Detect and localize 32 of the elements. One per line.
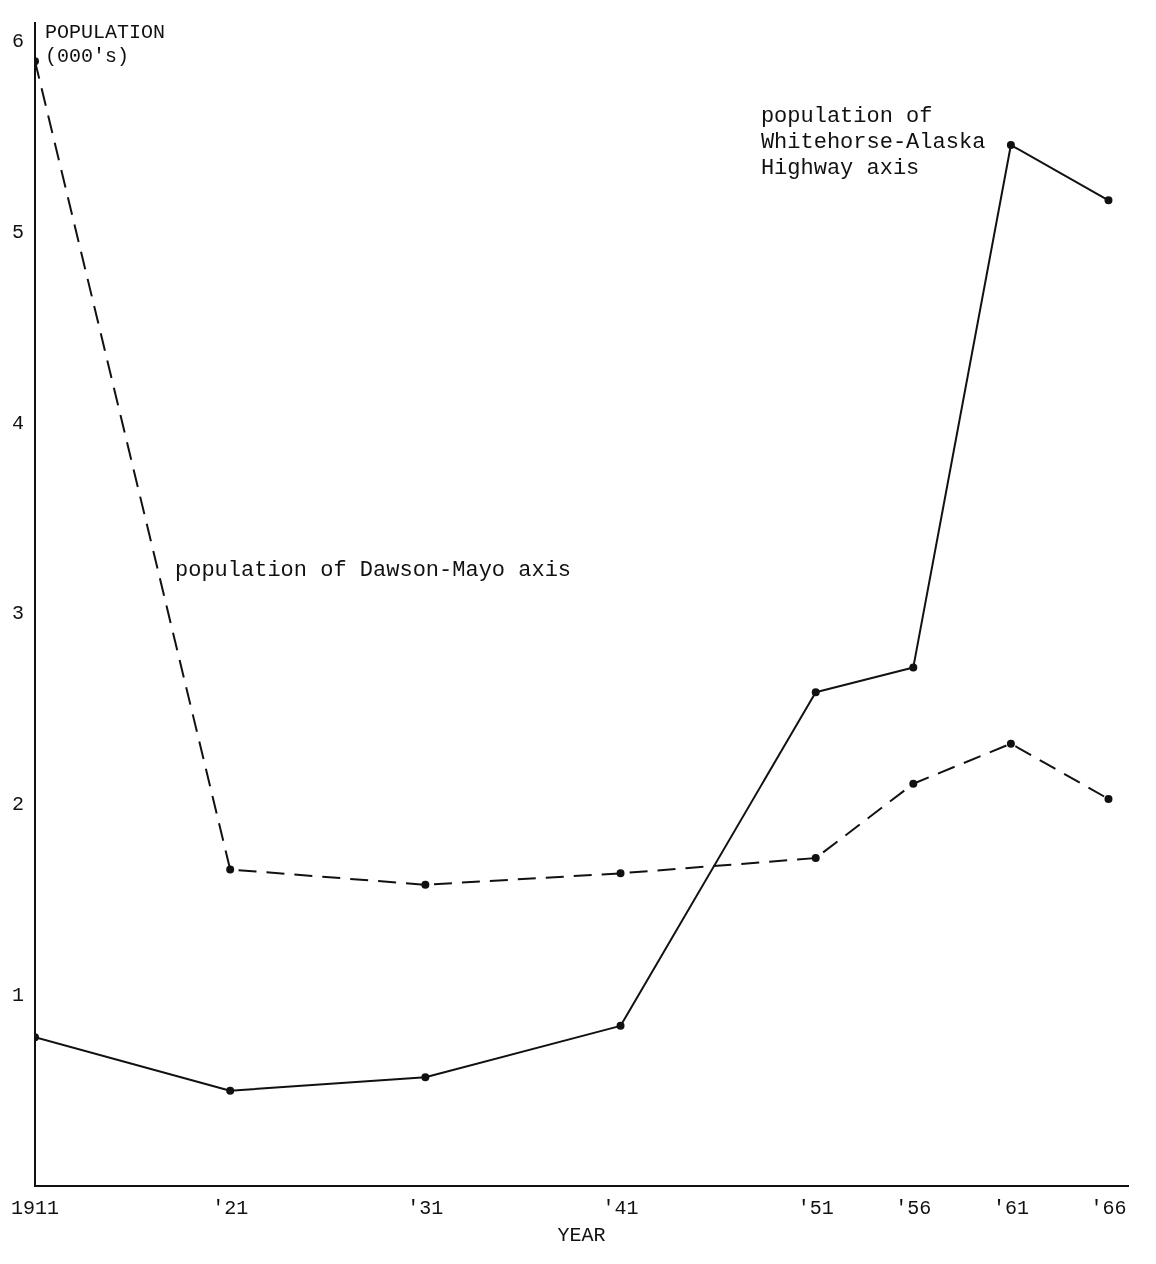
x-axis-title: YEAR [557,1224,606,1248]
point [226,865,235,874]
point [1006,739,1015,748]
x-tick-label: '56 [895,1197,932,1221]
point [421,880,430,889]
y-tick-label: 6 [11,30,24,54]
point [909,779,918,788]
point [421,1073,430,1082]
point [811,854,820,863]
series-label: population of Dawson-Mayo axis [175,557,572,583]
x-tick-label: '51 [797,1197,834,1221]
x-tick-label: '31 [407,1197,444,1221]
x-tick-label: '41 [602,1197,639,1221]
point [909,663,918,672]
point [1104,196,1113,205]
point [1006,141,1015,150]
y-tick-label: 4 [11,411,24,435]
x-tick-label: 1911 [11,1197,60,1221]
x-tick-label: '61 [992,1197,1029,1221]
y-tick-label: 5 [11,221,24,245]
point [616,869,625,878]
y-axis-title: POPULATION (000's) [45,21,166,69]
x-tick-label: '66 [1090,1197,1127,1221]
y-tick-label: 1 [11,983,24,1007]
x-tick-label: '21 [212,1197,249,1221]
series-label: population of Whitehorse-Alaska Highway axis [760,103,986,181]
point [226,1086,235,1095]
point [1104,794,1113,803]
y-tick-label: 2 [11,792,24,816]
y-tick-label: 3 [11,602,24,626]
point [811,688,820,697]
point [616,1021,625,1030]
